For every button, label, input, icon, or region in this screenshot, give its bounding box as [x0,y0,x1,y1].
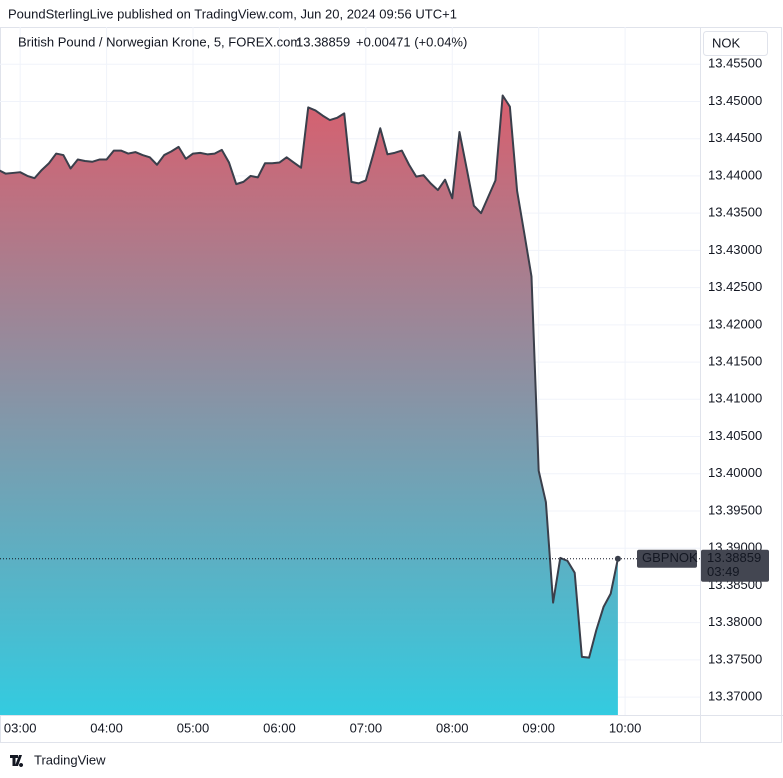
legend-change: +0.00471 (+0.04%) [356,34,467,49]
y-tick-label: 13.42000 [708,316,762,331]
symbol-tag-text: GBPNOK [642,550,698,565]
y-tick-label: 13.37000 [708,689,762,704]
logo [10,755,24,767]
y-tick-label: 13.45000 [708,93,762,108]
price-line [0,94,619,659]
symbol-tag [637,549,697,568]
price-tag [701,549,769,582]
y-tick-label: 13.43500 [708,205,762,220]
y-tick-label: 13.44000 [708,167,762,182]
header: PoundSterlingLive published on TradingVi… [8,6,457,21]
x-tick-label: 05:00 [177,720,210,735]
y-tick-label: 13.37500 [708,651,762,666]
y-tick-label: 13.42500 [708,279,762,294]
y-tick-label: 13.44500 [708,130,762,145]
x-tick-label: 10:00 [609,720,642,735]
x-tick-label: 06:00 [263,720,296,735]
x-tick-label: 03:00 [4,720,37,735]
y-tick-label: 13.41000 [708,391,762,406]
countdown: 03:49 [707,564,740,579]
area-fill [0,95,618,715]
currency[interactable]: NOK [712,35,741,50]
x-tick-label: 07:00 [350,720,383,735]
x-tick-label: 04:00 [90,720,123,735]
y-tick-label: 13.38000 [708,614,762,629]
legend-price: 13.38859 [296,34,350,49]
x-tick-label: 09:00 [522,720,555,735]
y-tick-label: 13.39500 [708,502,762,517]
x-tick-label: 08:00 [436,720,469,735]
y-tick-label: 13.41500 [708,354,762,369]
price-tag-text: 13.38859 [707,550,761,565]
y-tick-label: 13.40000 [708,465,762,480]
last-point [614,555,621,562]
footer: TradingView [34,752,106,767]
currency-box[interactable] [703,31,768,56]
y-tick-label: 13.40500 [708,428,762,443]
y-tick-label: 13.43000 [708,242,762,257]
y-tick-label: 13.45500 [708,56,762,71]
legend-symbol: British Pound / Norwegian Krone, 5, FORE… [18,34,301,49]
